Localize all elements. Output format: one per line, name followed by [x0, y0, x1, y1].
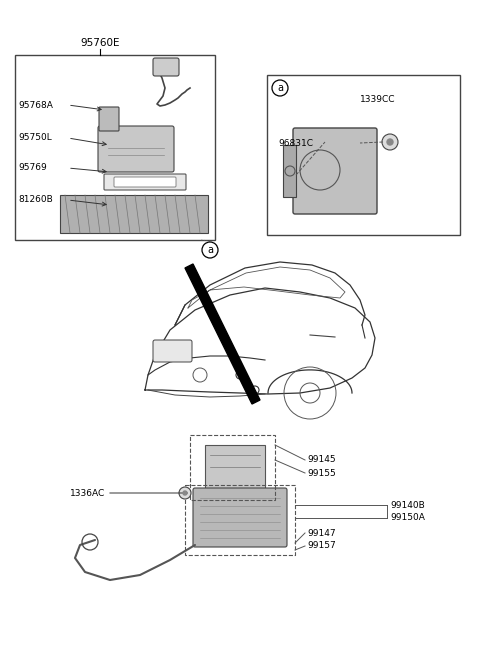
Text: 1336AC: 1336AC	[70, 489, 105, 497]
Polygon shape	[185, 264, 260, 404]
FancyBboxPatch shape	[98, 126, 174, 172]
Text: 99147: 99147	[307, 529, 336, 537]
FancyBboxPatch shape	[153, 58, 179, 76]
FancyBboxPatch shape	[99, 107, 119, 131]
FancyBboxPatch shape	[283, 145, 296, 197]
Text: 99157: 99157	[307, 541, 336, 550]
Text: a: a	[207, 245, 213, 255]
Circle shape	[272, 80, 288, 96]
Text: a: a	[277, 83, 283, 93]
Text: 95769: 95769	[18, 163, 47, 173]
FancyBboxPatch shape	[293, 128, 377, 214]
Text: 95760E: 95760E	[80, 38, 120, 48]
FancyBboxPatch shape	[60, 195, 208, 233]
Text: 95768A: 95768A	[18, 100, 53, 110]
Text: 99150A: 99150A	[390, 514, 425, 522]
Text: 81260B: 81260B	[18, 195, 53, 205]
Text: 99155: 99155	[307, 468, 336, 478]
Text: 1339CC: 1339CC	[360, 96, 396, 104]
FancyBboxPatch shape	[205, 445, 265, 490]
Text: 99145: 99145	[307, 455, 336, 464]
Text: 95750L: 95750L	[18, 134, 52, 142]
Circle shape	[382, 134, 398, 150]
FancyBboxPatch shape	[153, 340, 192, 362]
Bar	[190, 435, 275, 500]
FancyBboxPatch shape	[104, 174, 186, 190]
Circle shape	[202, 242, 218, 258]
FancyBboxPatch shape	[114, 177, 176, 187]
Circle shape	[387, 139, 393, 145]
Circle shape	[183, 491, 187, 495]
FancyBboxPatch shape	[193, 488, 287, 547]
Circle shape	[179, 487, 191, 499]
Bar	[185, 485, 295, 555]
Bar	[267, 75, 460, 235]
Text: 99140B: 99140B	[390, 501, 425, 510]
Text: 96831C: 96831C	[278, 138, 313, 148]
Bar	[15, 55, 215, 240]
